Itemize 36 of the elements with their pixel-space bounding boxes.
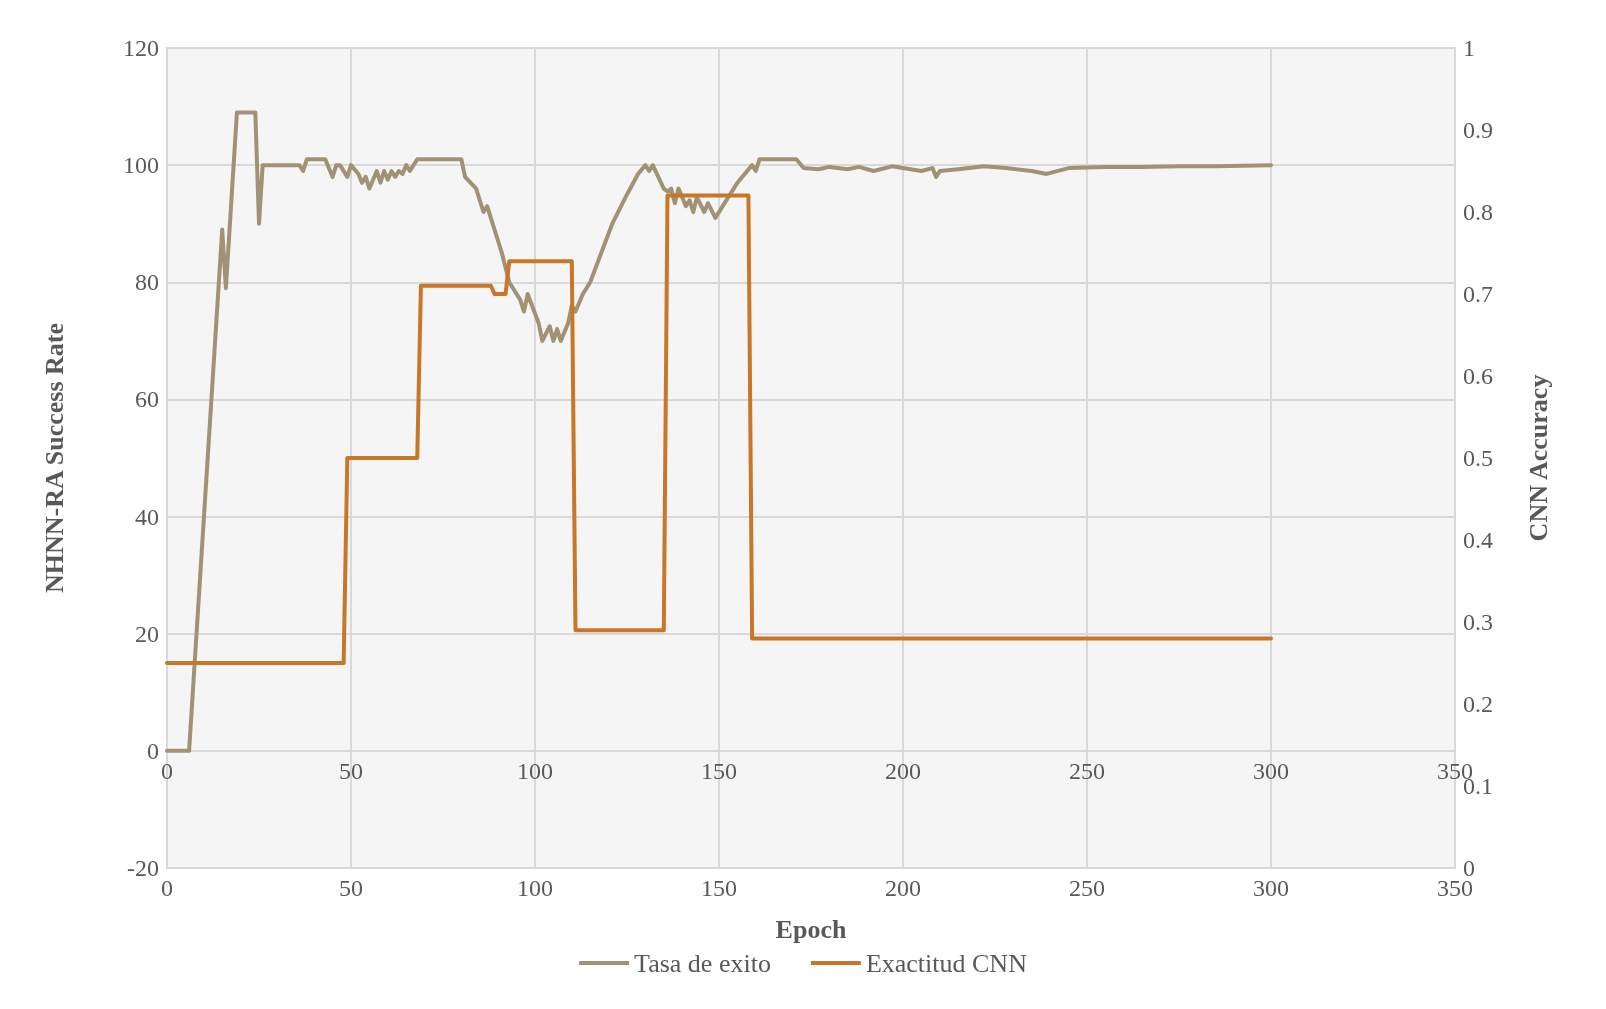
y2-tick-label: 0.2	[1463, 691, 1493, 717]
x2-tick-label: 150	[701, 757, 737, 784]
y-tick-label: 40	[135, 503, 159, 530]
x2-tick-label: 300	[1253, 757, 1289, 784]
y2-tick-label: 0.7	[1463, 281, 1493, 307]
y-axis-title: NHNN-RA Success Rate	[39, 322, 69, 594]
x2-tick-label: 100	[517, 757, 553, 784]
y-tick-label: 20	[135, 620, 159, 647]
x-tick-label: 300	[1253, 875, 1289, 901]
y-tick-label: 100	[123, 152, 159, 179]
x-axis-title: Epoch	[775, 914, 847, 944]
y2-tick-label: 0.6	[1463, 363, 1493, 389]
y-tick-label: 60	[135, 386, 159, 413]
x-tick-label: 100	[517, 875, 553, 901]
x-tick-label: 50	[339, 875, 363, 901]
y2-tick-label: 0.9	[1463, 117, 1493, 143]
legend-label: Tasa de exito	[634, 948, 771, 978]
x2-tick-label: 250	[1069, 757, 1105, 784]
line-series	[165, 193, 1273, 665]
line-series	[165, 110, 1273, 753]
y-tick-label: 80	[135, 269, 159, 296]
y2-tick-label: 0.8	[1463, 199, 1493, 225]
legend-label: Exactitud CNN	[865, 948, 1028, 978]
y2-tick-label: 0.3	[1463, 609, 1493, 635]
y-tick-label: 0	[147, 737, 159, 764]
y2-axis-title: CNN Accuracy	[1523, 374, 1553, 542]
x2-tick-label: 50	[339, 757, 363, 784]
y2-tick-label: 1	[1463, 35, 1475, 61]
y2-tick-label: 0.5	[1463, 445, 1493, 471]
x2-tick-label: 200	[885, 757, 921, 784]
y2-tick-label: 0.4	[1463, 527, 1493, 553]
x-tick-label: 200	[885, 875, 921, 901]
x-tick-label: 150	[701, 875, 737, 901]
x-tick-label: 250	[1069, 875, 1105, 901]
y-tick-label: -20	[127, 855, 159, 881]
y-tick-label: 120	[123, 35, 159, 61]
